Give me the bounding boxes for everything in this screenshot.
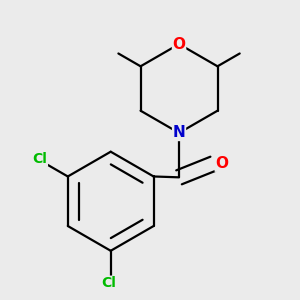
Text: N: N xyxy=(173,125,185,140)
Text: O: O xyxy=(215,156,228,171)
Text: O: O xyxy=(172,37,185,52)
Text: Cl: Cl xyxy=(32,152,47,166)
Text: Cl: Cl xyxy=(102,276,116,290)
